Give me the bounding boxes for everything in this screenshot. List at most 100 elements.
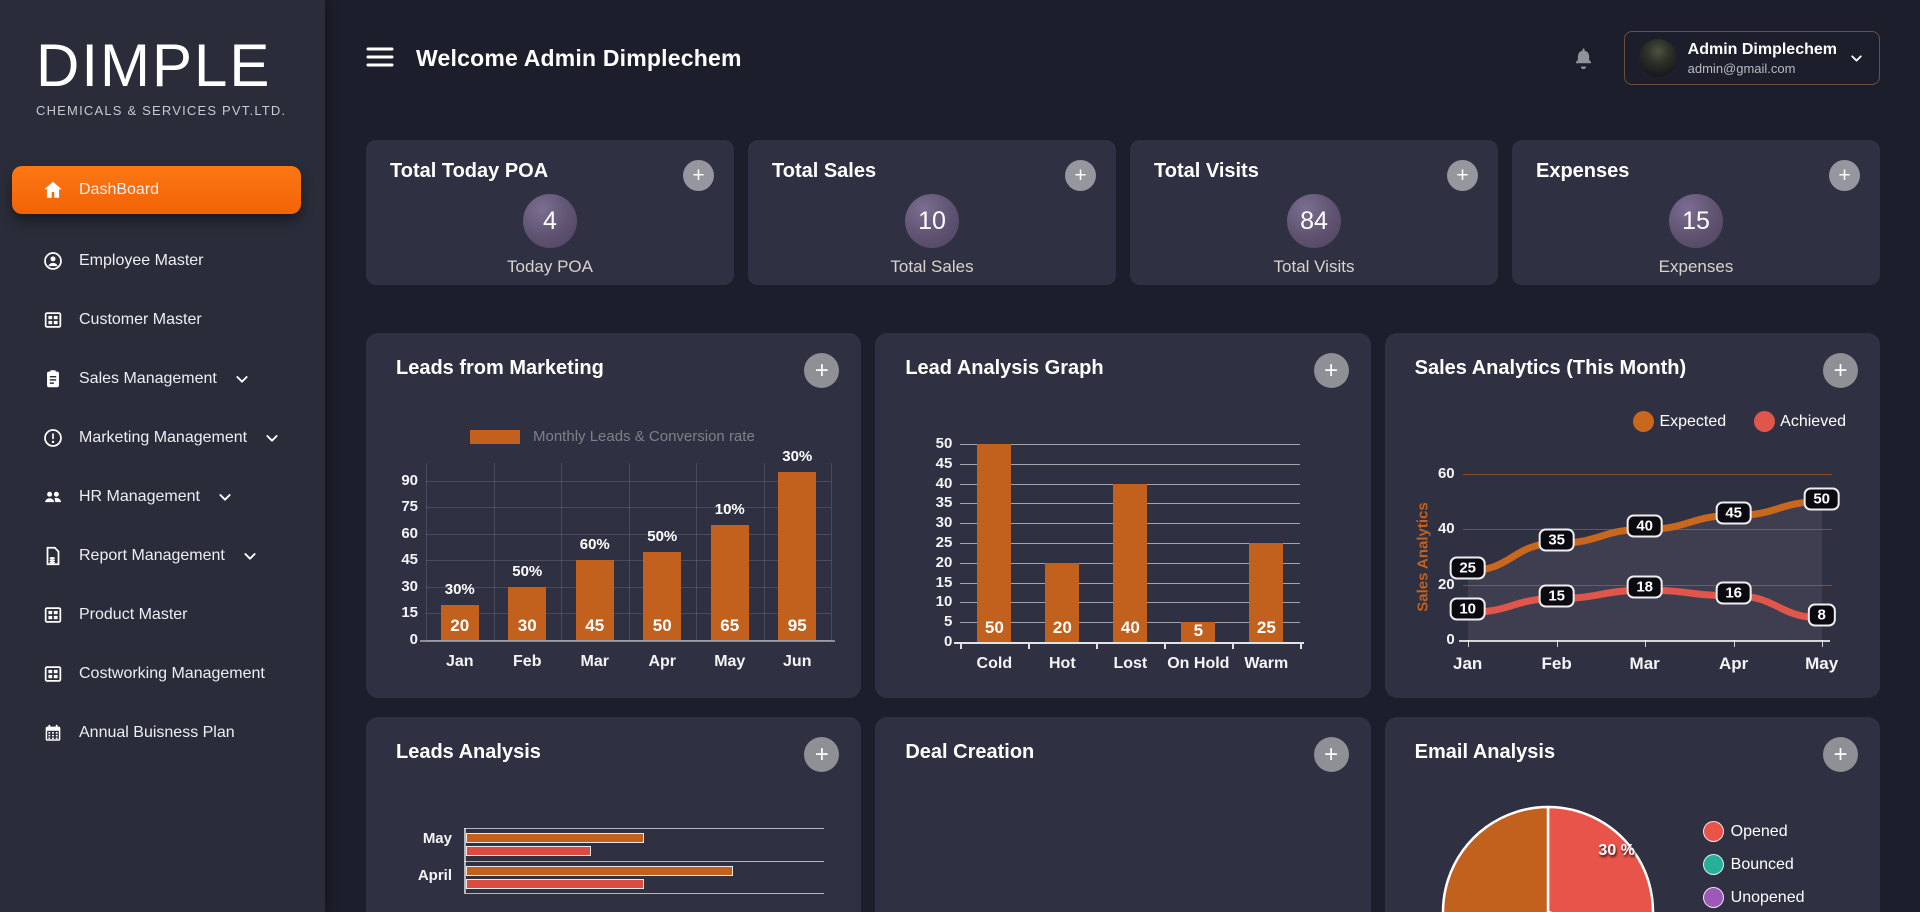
bar-value-label: 45 <box>585 615 605 635</box>
gridline <box>831 463 832 640</box>
page-title: Welcome Admin Dimplechem <box>416 44 742 71</box>
hbar-may-1[interactable] <box>466 833 644 843</box>
pie-slice-other[interactable] <box>1441 805 1549 912</box>
plus-icon[interactable]: + <box>1823 737 1858 772</box>
grid-icon <box>42 604 64 626</box>
y-axis-title: Sales Analytics <box>1414 502 1432 612</box>
data-point-label: 8 <box>1807 603 1836 627</box>
sidebar-item-label: Report Management <box>79 547 225 564</box>
gridline <box>464 861 824 862</box>
plus-icon[interactable]: + <box>1313 353 1349 388</box>
plus-icon[interactable]: + <box>1829 160 1860 191</box>
stat-card-total-today-poa: Total Today POA +4 Today POA <box>366 140 734 285</box>
plus-icon[interactable]: + <box>1065 160 1096 191</box>
x-axis-label: Jan <box>1453 654 1483 673</box>
bar-jan[interactable]: 20 <box>440 604 479 640</box>
gridline <box>960 463 1301 465</box>
stat-value-badge: 84 <box>1287 194 1341 248</box>
chart-title: Lead Analysis Graph <box>905 357 1104 379</box>
y-axis-tick: 60 <box>401 524 418 542</box>
bar-lost[interactable]: 40 <box>1113 483 1148 642</box>
y-axis-tick: 30 <box>401 577 418 595</box>
bar-mar[interactable]: 45 <box>575 560 614 640</box>
sidebar-item-marketing-management[interactable]: Marketing Management <box>0 415 325 461</box>
hbar-april-1[interactable] <box>466 866 733 876</box>
legend-item-achieved: Achieved <box>1754 411 1846 432</box>
stat-card-title: Expenses <box>1536 160 1630 182</box>
sidebar-item-sales-management[interactable]: Sales Management <box>0 356 325 402</box>
y-axis-tick: 0 <box>409 631 418 648</box>
user-email: admin@gmail.com <box>1687 60 1796 76</box>
y-axis-tick: 40 <box>935 474 953 492</box>
chart-title: Email Analysis <box>1414 741 1556 763</box>
hbar-may-2[interactable] <box>466 846 591 856</box>
bar-cold[interactable]: 50 <box>977 444 1012 642</box>
sidebar-item-costworking-management[interactable]: Costworking Management <box>0 651 325 697</box>
user-name: Admin Dimplechem <box>1687 40 1837 58</box>
plus-icon[interactable]: + <box>1313 737 1349 772</box>
bar-warm[interactable]: 25 <box>1249 543 1284 642</box>
sidebar-item-annual-buisness-plan[interactable]: Annual Buisness Plan <box>0 710 325 756</box>
sidebar: DIMPLE CHEMICALS & SERVICES PVT.LTD. Das… <box>0 0 325 912</box>
gridline <box>1462 474 1832 475</box>
pie-slice-opened[interactable] <box>1546 805 1654 912</box>
legend-dot <box>1702 887 1724 908</box>
chart-legend: Monthly Leads & Conversion rate <box>470 428 755 445</box>
plus-icon[interactable]: + <box>1823 353 1858 388</box>
chart-plot: Monthly Leads & Conversion rate 0 15 30 45 60… <box>366 333 861 698</box>
hamburger-icon <box>366 45 394 72</box>
gridline <box>960 444 1301 445</box>
chevron-down-icon <box>1848 50 1865 67</box>
sidebar-item-label: Marketing Management <box>79 429 248 446</box>
card-leads-analysis: Leads Analysis + May April <box>366 717 862 912</box>
y-axis-tick: 60 <box>1437 465 1455 482</box>
avatar <box>1638 39 1677 77</box>
logo-title: DIMPLE <box>36 32 272 99</box>
stat-card-label: Total Visits <box>1273 257 1355 276</box>
stat-card-label: Today POA <box>507 257 593 276</box>
plus-icon[interactable]: + <box>683 160 714 191</box>
sidebar-item-report-management[interactable]: Report Management <box>0 533 325 579</box>
plus-icon[interactable]: + <box>804 353 840 388</box>
plus-icon[interactable]: + <box>804 737 840 772</box>
sidebar-item-customer-master[interactable]: Customer Master <box>0 297 325 343</box>
bar-jun[interactable]: 95 <box>778 471 817 640</box>
y-axis-label: April <box>417 867 452 884</box>
bar-value-label: 5 <box>1193 621 1204 641</box>
legend-item-unopened: Unopened <box>1702 887 1805 908</box>
sidebar-item-hr-management[interactable]: HR Management <box>0 474 325 520</box>
bar-apr[interactable]: 50 <box>643 551 682 640</box>
stat-card-expenses: Expenses +15 Expenses <box>1512 140 1880 285</box>
gridline <box>426 480 831 482</box>
menu-toggle-button[interactable] <box>366 45 396 72</box>
y-axis-tick: 5 <box>943 613 953 631</box>
data-point-label: 35 <box>1538 528 1575 552</box>
plus-icon[interactable]: + <box>1447 160 1478 191</box>
bar-value-label: 50 <box>984 618 1004 637</box>
legend-swatch <box>470 429 520 444</box>
sidebar-item-label: DashBoard <box>79 181 160 198</box>
bar-may[interactable]: 65 <box>710 524 749 640</box>
sidebar-item-employee-master[interactable]: Employee Master <box>0 238 325 284</box>
y-axis-tick: 35 <box>935 494 953 512</box>
bar-on-hold[interactable]: 5 <box>1181 621 1216 642</box>
bar-percent-label: 50% <box>512 562 543 580</box>
y-axis-tick: 75 <box>401 498 418 516</box>
hbar-april-2[interactable] <box>466 879 644 889</box>
data-point-label: 16 <box>1715 581 1752 605</box>
chart-plot: 30 % Opened Bounced Unopened <box>1385 717 1880 912</box>
y-axis-tick: 20 <box>1437 575 1455 593</box>
bar-hot[interactable]: 20 <box>1045 562 1080 642</box>
bell-icon[interactable] <box>1571 46 1596 71</box>
sidebar-item-dashboard[interactable]: DashBoard <box>12 166 301 214</box>
report-icon <box>42 545 64 567</box>
sidebar-item-product-master[interactable]: Product Master <box>0 592 325 638</box>
gridline <box>464 828 824 829</box>
chevron-down-icon <box>217 489 233 505</box>
sidebar-menu: DashBoard Employee Master Customer Master S… <box>0 166 325 756</box>
chevron-down-icon <box>234 371 250 387</box>
y-axis-tick: 45 <box>935 454 953 472</box>
legend-label: Opened <box>1730 822 1788 840</box>
bar-feb[interactable]: 30 <box>508 586 547 640</box>
user-menu[interactable]: Admin Dimplechem admin@gmail.com <box>1623 31 1880 85</box>
